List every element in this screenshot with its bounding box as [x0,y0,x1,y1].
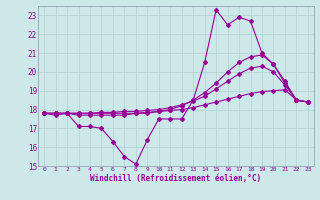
X-axis label: Windchill (Refroidissement éolien,°C): Windchill (Refroidissement éolien,°C) [91,174,261,183]
